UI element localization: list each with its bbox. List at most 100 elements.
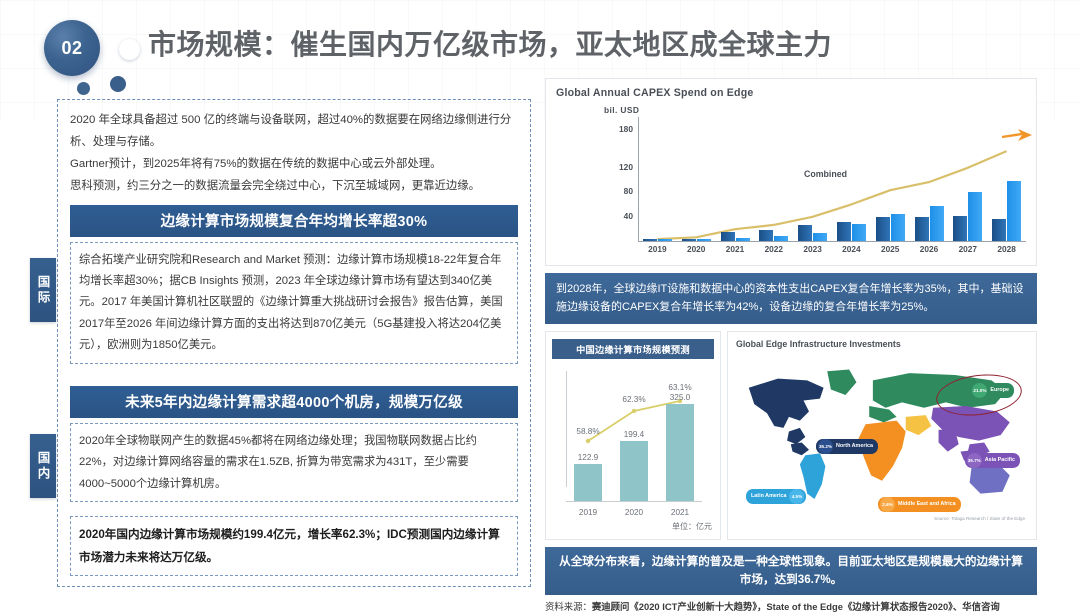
page-title: 市场规模：催生国内万亿级市场，亚太地区成全球主力 bbox=[148, 29, 833, 60]
domestic-body-text: 2020年全球物联网产生的数据45%都将在网络边缘处理；我国物联网数据占比约22… bbox=[79, 434, 477, 490]
source-line: 资料来源：赛迪顾问《2020 ICT产业创新十大趋势》，State of the… bbox=[545, 600, 1037, 614]
map-name-middle-east-africa: Middle East and Africa bbox=[898, 500, 956, 507]
map-name-asia-pacific: Asia Pacific bbox=[984, 456, 1015, 463]
china-market-bar-value: 199.4 bbox=[623, 430, 645, 440]
capex-bar-infrastructure-edge bbox=[992, 219, 1007, 241]
world-map-graphic: 35.2% North America 21.0% Europe 36.7% A… bbox=[736, 353, 1028, 521]
capex-chart-title: Global Annual CAPEX Spend on Edge bbox=[556, 87, 754, 99]
map-label-middle-east-africa: 2.6% Middle East and Africa bbox=[878, 497, 961, 513]
source-prefix: 资料来源： bbox=[545, 601, 592, 613]
capex-x-tick-label: 2022 bbox=[764, 244, 784, 254]
decor-dot-small-1 bbox=[77, 82, 90, 95]
capex-bar-infrastructure-edge bbox=[875, 217, 890, 241]
decor-dot-white bbox=[119, 39, 140, 60]
capex-x-tick-label: 2023 bbox=[803, 244, 822, 254]
map-value-asia-pacific: 36.7% bbox=[966, 453, 982, 469]
bottom-charts-row: 中国边缘计算市场规模预测 122.9 58.8% 2019 199.4 62.3% 202… bbox=[545, 331, 1037, 541]
international-body-text: 综合拓墣产业研究院和Research and Market 预测：边缘计算市场规… bbox=[79, 253, 503, 352]
left-content-inner: 2020 年全球具备超过 500 亿的终端与设备联网，超过40%的数据要在网络边… bbox=[70, 110, 518, 577]
slide-header: 02 市场规模：催生国内万亿级市场，亚太地区成全球主力 bbox=[0, 0, 1080, 95]
map-name-north-america: North America bbox=[836, 442, 873, 449]
capex-bar-infrastructure-edge bbox=[759, 229, 774, 241]
china-growth-label: 62.3% bbox=[622, 395, 646, 405]
sidebar-item-domestic[interactable]: 国内 bbox=[30, 434, 56, 498]
capex-combined-label: Combined bbox=[804, 169, 848, 179]
capex-bar-group bbox=[914, 117, 944, 241]
china-market-chart-title: 中国边缘计算市场规模预测 bbox=[552, 339, 714, 360]
capex-note-box: 到2028年，全球边缘IT设施和数据中心的资本性支出CAPEX复合年增长率为35… bbox=[545, 273, 1037, 325]
global-summary-box: 从全球分布来看，边缘计算的普及是一种全球性现象。目前亚太地区是规模最大的边缘计算… bbox=[545, 547, 1037, 596]
capex-y-axis-unit: bil. USD bbox=[604, 105, 640, 115]
domestic-banner: 未来5年内边缘计算需求超4000个机房，规模万亿级 bbox=[70, 385, 518, 418]
capex-x-tick-label: 2020 bbox=[686, 244, 706, 254]
map-value-europe: 21.0% bbox=[972, 383, 988, 399]
capex-x-axis bbox=[638, 241, 1026, 243]
china-market-bar bbox=[666, 403, 694, 502]
section-number-badge: 02 bbox=[44, 20, 100, 76]
map-label-north-america: 35.2% North America bbox=[816, 439, 878, 455]
china-x-tick-label: 2021 bbox=[670, 508, 690, 518]
capex-x-tick-label: 2019 bbox=[648, 244, 667, 254]
map-label-latin-america: Latin America 4.5% bbox=[746, 489, 807, 505]
international-body-box: 综合拓墣产业研究院和Research and Market 预测：边缘计算市场规… bbox=[70, 241, 518, 364]
china-market-bar bbox=[620, 441, 648, 502]
capex-chart-card: Global Annual CAPEX Spend on Edge bil. U… bbox=[545, 78, 1037, 266]
capex-y-tick-label: 180 bbox=[619, 124, 633, 135]
capex-bar-device-edge bbox=[929, 205, 944, 241]
map-name-europe: Europe bbox=[990, 386, 1009, 393]
capex-bar-group bbox=[759, 117, 789, 241]
source-body: 赛迪顾问《2020 ICT产业创新十大趋势》，State of the Edge… bbox=[591, 601, 1000, 613]
capex-bar-device-edge bbox=[890, 213, 905, 241]
china-growth-label: 58.8% bbox=[576, 427, 600, 437]
map-name-latin-america: Latin America bbox=[751, 492, 787, 499]
capex-y-tick-label: 40 bbox=[623, 211, 633, 222]
capex-y-tick-label: 120 bbox=[619, 161, 633, 172]
international-banner: 边缘计算市场规模复合年均增长率超30% bbox=[70, 204, 518, 237]
intro-paragraph-2: Gartner预计，到2025年将有75%的数据在传统的数据中心或云外部处理。 bbox=[70, 157, 442, 170]
capex-x-tick-label: 2027 bbox=[958, 244, 978, 254]
capex-bar-infrastructure-edge bbox=[798, 224, 813, 241]
capex-bar-group bbox=[642, 117, 672, 241]
sidebar-item-international[interactable]: 国际 bbox=[30, 258, 56, 322]
domestic-highlight-text: 2020年国内边缘计算市场规模约199.4亿元，增长率62.3%；IDC预测国内… bbox=[79, 528, 500, 564]
china-y-axis bbox=[566, 371, 567, 488]
capex-bar-group bbox=[836, 117, 866, 241]
sidebar-item-international-label: 国际 bbox=[35, 274, 50, 306]
map-source-note: Source: Tolaga Research / State of the E… bbox=[934, 516, 1025, 522]
intro-block: 2020 年全球具备超过 500 亿的终端与设备联网，超过40%的数据要在网络边… bbox=[70, 110, 518, 198]
capex-bar-device-edge bbox=[813, 232, 828, 241]
global-investment-map-card: Global Edge Infrastructure Investments bbox=[727, 331, 1037, 541]
capex-chart-plot: bil. USD Combined 40 80 120 180 2019 2020 2021… bbox=[556, 103, 1032, 261]
china-market-chart-plot: 122.9 58.8% 2019 199.4 62.3% 2020 325.0 63.1% 20… bbox=[552, 365, 714, 523]
capex-bar-device-edge bbox=[1007, 180, 1022, 241]
capex-x-tick-label: 2026 bbox=[919, 244, 939, 254]
capex-bar-device-edge bbox=[968, 192, 983, 241]
capex-bar-infrastructure-edge bbox=[720, 232, 735, 241]
capex-bar-group bbox=[992, 117, 1022, 241]
map-value-middle-east-africa: 2.6% bbox=[880, 497, 895, 513]
capex-x-tick-label: 2021 bbox=[725, 244, 745, 254]
right-content-column: Global Annual CAPEX Spend on Edge bil. U… bbox=[545, 78, 1037, 614]
capex-bar-infrastructure-edge bbox=[836, 221, 851, 241]
china-market-bar-value: 122.9 bbox=[577, 453, 599, 463]
capex-bar-infrastructure-edge bbox=[681, 239, 696, 241]
capex-bar-group bbox=[720, 117, 750, 241]
capex-bar-group bbox=[681, 117, 711, 241]
map-value-latin-america: 4.5% bbox=[789, 489, 805, 505]
capex-bar-device-edge bbox=[657, 239, 672, 241]
intro-paragraph-3: 思科预测，约三分之一的数据流量会完全绕过中心，下沉至城域网，更靠近边缘。 bbox=[70, 179, 481, 192]
section-number: 02 bbox=[61, 37, 83, 58]
china-market-bar-value: 325.0 bbox=[669, 392, 691, 402]
map-label-europe: 21.0% Europe bbox=[970, 383, 1014, 399]
china-market-chart-card: 中国边缘计算市场规模预测 122.9 58.8% 2019 199.4 62.3% 202… bbox=[545, 331, 721, 541]
china-market-bar bbox=[574, 464, 602, 502]
china-x-tick-label: 2019 bbox=[578, 508, 598, 518]
china-unit-label: 单位：亿元 bbox=[672, 522, 712, 532]
global-investment-map-title: Global Edge Infrastructure Investments bbox=[736, 339, 901, 350]
capex-x-tick-label: 2025 bbox=[880, 244, 900, 254]
capex-bar-device-edge bbox=[735, 237, 750, 241]
capex-y-axis bbox=[638, 117, 640, 241]
capex-bar-group bbox=[953, 117, 983, 241]
capex-y-tick-label: 80 bbox=[623, 186, 633, 197]
china-growth-label: 63.1% bbox=[668, 383, 692, 393]
